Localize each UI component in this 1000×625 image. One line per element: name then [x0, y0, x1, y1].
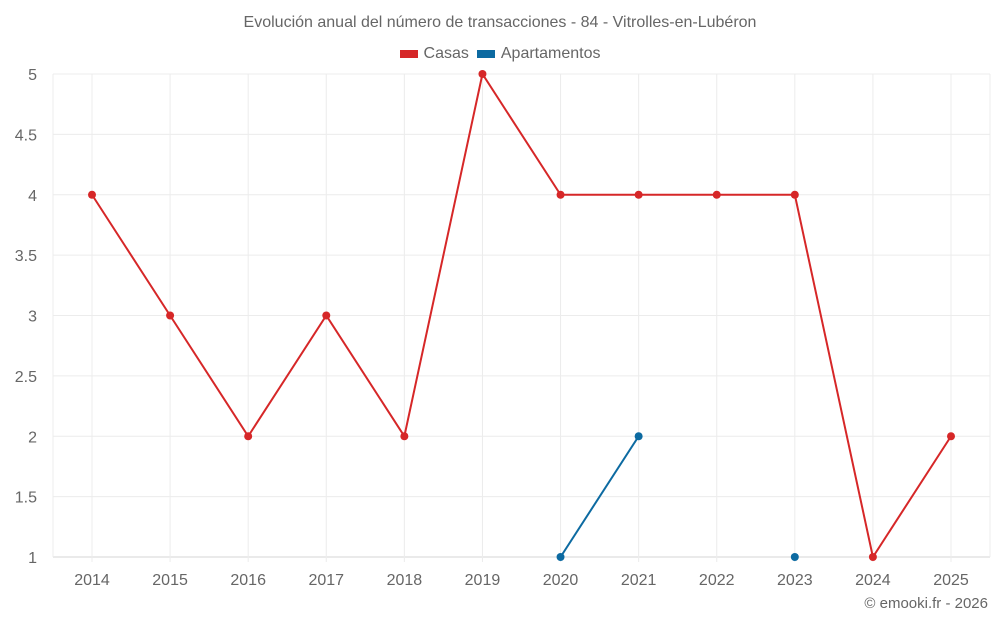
- data-point[interactable]: [712, 190, 721, 199]
- x-tick-label: 2017: [308, 572, 344, 589]
- y-tick-label: 1: [28, 550, 37, 567]
- chart-title: Evolución anual del número de transaccio…: [243, 14, 757, 31]
- copyright-credit: © emooki.fr - 2026: [864, 595, 988, 612]
- y-tick-label: 1.5: [15, 490, 37, 507]
- x-tick-label: 2019: [465, 572, 501, 589]
- x-tick-label: 2024: [855, 572, 891, 589]
- y-axis-ticks: 1 1.5 2 2.5 3 3.5 4 4.5 5: [15, 67, 37, 567]
- x-tick-label: 2014: [74, 572, 110, 589]
- x-tick-label: 2020: [543, 572, 579, 589]
- data-point[interactable]: [634, 190, 643, 199]
- legend-item-casas[interactable]: Casas: [399, 45, 469, 63]
- y-tick-label: 2: [28, 429, 37, 446]
- x-tick-label: 2022: [699, 572, 735, 589]
- data-series: [88, 70, 955, 561]
- data-point[interactable]: [478, 70, 487, 78]
- y-tick-label: 4: [28, 188, 37, 205]
- legend-label-apartamentos: Apartamentos: [500, 45, 601, 62]
- series-casas: [88, 70, 955, 561]
- data-point[interactable]: [790, 553, 799, 561]
- data-point[interactable]: [556, 553, 565, 561]
- legend-label-casas: Casas: [423, 45, 469, 62]
- data-point[interactable]: [88, 190, 96, 199]
- x-tick-label: 2021: [621, 572, 657, 589]
- legend-swatch-apartamentos: [476, 50, 495, 58]
- x-tick-label: 2023: [777, 572, 813, 589]
- grid-lines: [52, 73, 991, 562]
- series-apartamentos: [556, 432, 799, 561]
- y-tick-label: 3.5: [15, 248, 37, 265]
- data-point[interactable]: [556, 190, 565, 199]
- data-point[interactable]: [244, 432, 253, 441]
- data-point[interactable]: [634, 432, 643, 441]
- data-point[interactable]: [790, 190, 799, 199]
- y-tick-label: 2.5: [15, 369, 37, 386]
- x-tick-label: 2025: [933, 572, 969, 589]
- legend-swatch-casas: [399, 50, 418, 58]
- data-point[interactable]: [868, 553, 877, 561]
- data-point[interactable]: [166, 311, 175, 320]
- y-tick-label: 5: [28, 67, 37, 84]
- data-point[interactable]: [322, 311, 331, 320]
- x-tick-label: 2016: [230, 572, 266, 589]
- chart-legend: Casas Apartamentos: [0, 45, 1000, 63]
- data-point[interactable]: [947, 432, 955, 441]
- y-tick-label: 3: [28, 309, 37, 326]
- x-tick-label: 2018: [387, 572, 423, 589]
- x-axis-ticks: 2014 2015 2016 2017 2018 2019 2020 2021 2022 2023…: [74, 572, 969, 589]
- x-tick-label: 2015: [152, 572, 188, 589]
- legend-item-apartamentos[interactable]: Apartamentos: [476, 45, 601, 63]
- data-point[interactable]: [400, 432, 409, 441]
- y-tick-label: 4.5: [15, 127, 37, 144]
